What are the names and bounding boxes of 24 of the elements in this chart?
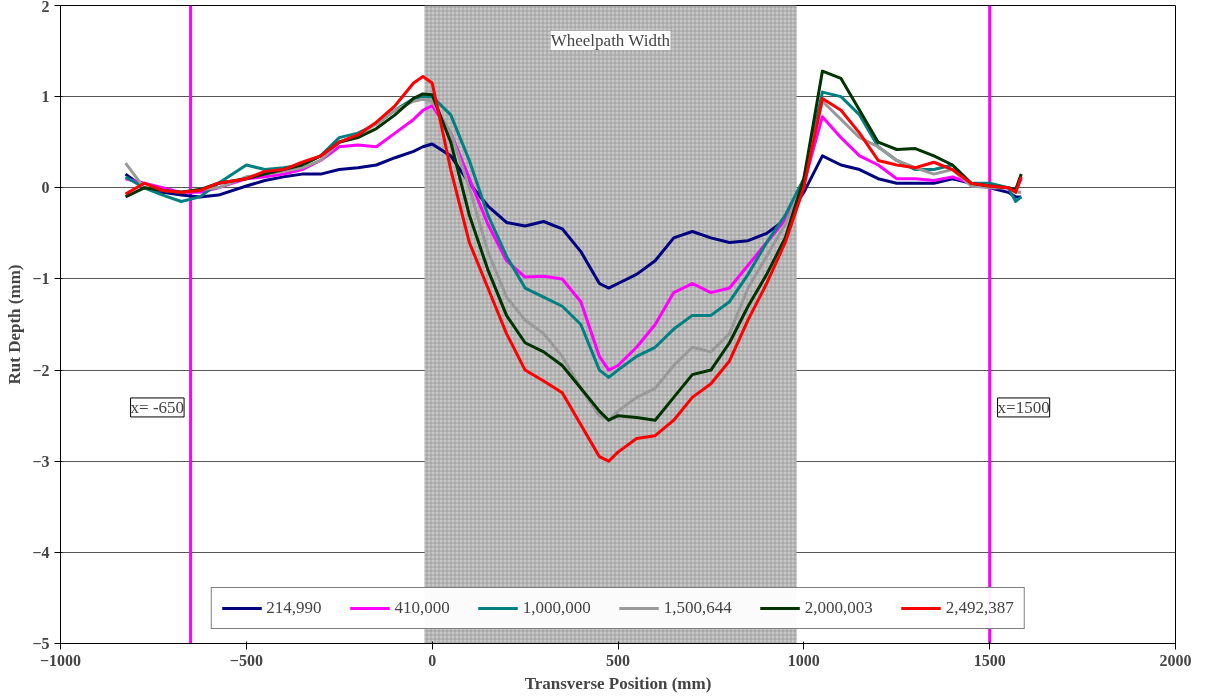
legend-label: 1,000,000 [522, 598, 591, 618]
legend-label: 410,000 [394, 598, 450, 618]
y-tick-label: −4 [32, 543, 50, 561]
y-tick-label: −3 [32, 452, 50, 470]
x-tick-label: 0 [428, 651, 437, 669]
y-tick-label: 0 [41, 179, 50, 197]
y-tick-label: −5 [32, 635, 50, 652]
x-tick-label: 2000 [1159, 651, 1192, 669]
y-tick-label: 1 [41, 88, 50, 106]
y-tick-label: −2 [32, 361, 50, 379]
band-label: Wheelpath Width [550, 31, 671, 51]
legend-label: 2,492,387 [945, 598, 1014, 618]
y-tick-label: 2 [41, 0, 50, 15]
x-axis-title: Transverse Position (mm) [524, 673, 712, 693]
legend-label: 214,990 [266, 598, 322, 618]
y-tick-label: −1 [32, 270, 50, 288]
x-tick-label: 500 [606, 651, 630, 669]
x-tick-label: 1000 [787, 651, 820, 669]
x-tick-label: 1500 [973, 651, 1006, 669]
x-tick-label: −1000 [39, 651, 82, 669]
legend-label: 2,000,003 [804, 598, 873, 618]
x-tick-label: −500 [229, 651, 263, 669]
legend-label: 1,500,644 [663, 598, 732, 618]
y-axis-title: Rut Depth (mm) [5, 264, 25, 385]
